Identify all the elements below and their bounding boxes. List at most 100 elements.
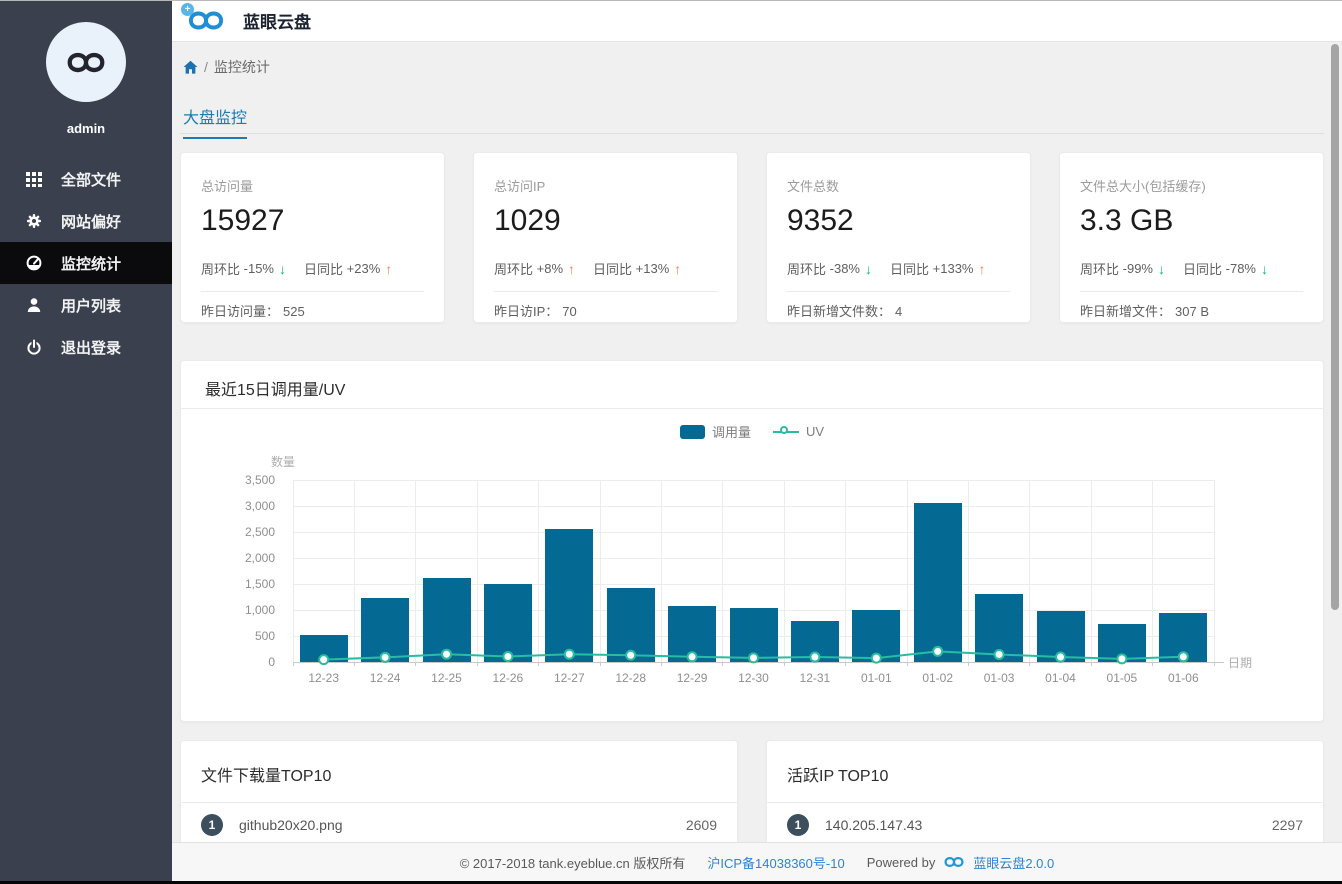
bar-12-29[interactable] — [668, 605, 717, 662]
stat-bottom-value: 525 — [283, 304, 305, 319]
x-axis-tick-label: 12-23 — [308, 671, 340, 685]
x-axis-tick-label: 01-05 — [1106, 671, 1138, 685]
legend-label: UV — [805, 424, 825, 439]
avatar — [46, 22, 126, 102]
product-link[interactable]: 蓝眼云盘2.0.0 — [973, 855, 1055, 871]
chart-card: 最近15日调用量/UV 调用量 UV 0 500 1,000 1,500 2,000 2,… — [180, 360, 1324, 722]
trend-up-icon: ↑ — [674, 260, 682, 277]
copyright-text: © 2017-2018 tank.eyeblue.cn 版权所有 — [459, 855, 686, 871]
sidebar-menu: 全部文件 网站偏好 监控统计 用户列表 退出登录 — [0, 158, 172, 368]
bar-01-05[interactable] — [1097, 624, 1146, 662]
sidebar-item-site-preferences[interactable]: 网站偏好 — [0, 200, 172, 242]
bar-01-04[interactable] — [1036, 610, 1085, 662]
stat-bottom-label: 昨日访IP： — [494, 304, 559, 319]
legend-label: 调用量 — [711, 425, 751, 440]
bar-series-swatch-icon — [679, 424, 705, 439]
trend-down-icon: ↓ — [1261, 260, 1268, 277]
list-header-divider — [767, 802, 1323, 803]
bar-12-30[interactable] — [729, 607, 778, 662]
stat-title: 文件总数 — [787, 179, 840, 194]
y-axis-tick-label: 2,500 — [244, 525, 275, 539]
sidebar-item-user-list[interactable]: 用户列表 — [0, 284, 172, 326]
x-axis-tick-label: 01-06 — [1167, 671, 1199, 685]
home-icon[interactable] — [183, 60, 198, 75]
vertical-scrollbar[interactable] — [1331, 44, 1339, 610]
uv-line-series — [318, 645, 1189, 666]
icp-link[interactable]: 沪ICP备14038360号-10 — [707, 855, 845, 871]
x-axis-tick-label: 12-28 — [615, 671, 647, 685]
bar-12-24[interactable] — [361, 597, 410, 662]
tabbar-divider — [180, 133, 1324, 134]
day-trend-label: 日同比 — [1183, 262, 1223, 277]
stat-bottom-label: 昨日新增文件数： — [787, 304, 892, 319]
app-title: 蓝眼云盘 — [243, 13, 311, 32]
stat-value: 9352 — [787, 204, 854, 237]
y-axis-tick-label: 2,000 — [244, 551, 275, 565]
rank-badge: 1 — [787, 814, 809, 836]
chart-header-divider — [181, 408, 1323, 409]
stat-card-total-visits: 总访问量 15927 周环比 -15% ↓ 日同比 +23% ↑ 昨日访问量： 5… — [180, 152, 445, 323]
x-axis-name: 日期 — [1228, 656, 1253, 670]
line-series-swatch-icon — [772, 425, 799, 439]
trend-up-icon: ↑ — [978, 260, 986, 277]
legend-item-uv[interactable]: UV — [772, 424, 825, 439]
user-icon — [26, 297, 42, 313]
infinity-logo-icon — [941, 854, 967, 870]
x-axis-tick-label: 12-27 — [553, 671, 585, 685]
x-axis-tick-label: 01-04 — [1045, 671, 1076, 685]
dashboard-icon — [26, 255, 42, 271]
stat-card-total-files: 文件总数 9352 周环比 -38% ↓ 日同比 +133% ↑ 昨日新增文件数… — [766, 152, 1031, 323]
stat-value: 15927 — [201, 204, 285, 237]
rank-badge: 1 — [201, 814, 223, 836]
y-axis-tick-label: 3,000 — [244, 499, 275, 513]
week-trend-label: 周环比 — [787, 262, 827, 277]
day-trend-value: +13% — [635, 261, 670, 276]
stat-title: 文件总大小(包括缓存) — [1080, 179, 1206, 194]
tab-dashboard-monitor[interactable]: 大盘监控 — [183, 104, 248, 139]
stat-bottom-value: 307 B — [1175, 304, 1209, 319]
sidebar-item-all-files[interactable]: 全部文件 — [0, 158, 172, 200]
x-axis-tick-label: 12-31 — [799, 671, 831, 685]
power-icon — [26, 339, 42, 355]
bar-12-25[interactable] — [422, 578, 471, 662]
infinity-logo-icon — [61, 47, 111, 78]
username: admin — [66, 121, 106, 136]
sidebar-item-logout[interactable]: 退出登录 — [0, 326, 172, 368]
bar-01-01[interactable] — [852, 610, 901, 662]
y-axis-name: 数量 — [271, 455, 296, 469]
x-axis-tick-label: 01-03 — [983, 671, 1015, 685]
trend-up-icon: ↑ — [385, 260, 393, 277]
page-footer: © 2017-2018 tank.eyeblue.cn 版权所有 沪ICP备14… — [172, 842, 1342, 881]
sidebar-item-label: 网站偏好 — [61, 213, 122, 231]
sidebar-item-label: 退出登录 — [61, 339, 122, 357]
bar-12-26[interactable] — [483, 584, 532, 662]
app-logo[interactable]: + — [181, 2, 229, 36]
legend-item-calls[interactable]: 调用量 — [679, 422, 751, 441]
breadcrumb-current: 监控统计 — [213, 59, 270, 75]
stat-divider — [494, 291, 717, 292]
stat-trend: 周环比 -38% ↓ 日同比 +133% ↑ — [787, 259, 1010, 278]
bar-12-23[interactable] — [299, 635, 348, 662]
trend-down-icon: ↓ — [279, 260, 286, 277]
stat-divider — [787, 291, 1010, 292]
week-trend-label: 周环比 — [494, 262, 534, 277]
bar-12-27[interactable] — [545, 528, 594, 662]
stat-bottom-label: 昨日访问量： — [201, 304, 280, 319]
window-top-edge — [0, 0, 1342, 1]
sidebar-item-label: 用户列表 — [61, 297, 122, 315]
bar-01-06[interactable] — [1159, 613, 1208, 662]
sidebar-item-monitoring-stats[interactable]: 监控统计 — [0, 242, 172, 284]
day-trend-value: -78% — [1225, 261, 1256, 276]
stat-bottom: 昨日新增文件数： 4 — [787, 292, 1010, 320]
bar-12-28[interactable] — [606, 588, 655, 662]
week-trend-value: -99% — [1122, 261, 1153, 276]
bar-01-02[interactable] — [913, 502, 962, 662]
powered-by-text: Powered by — [866, 854, 936, 870]
stat-cards-row: 总访问量 15927 周环比 -15% ↓ 日同比 +23% ↑ 昨日访问量： 5… — [180, 152, 1324, 323]
list-title: 文件下载量TOP10 — [201, 768, 332, 785]
bar-01-03[interactable] — [975, 594, 1024, 662]
list-item-value: 2297 — [1271, 817, 1303, 833]
y-axis-tick-label: 500 — [254, 629, 275, 643]
stat-bottom: 昨日新增文件： 307 B — [1080, 292, 1303, 320]
bar-12-31[interactable] — [790, 621, 839, 662]
